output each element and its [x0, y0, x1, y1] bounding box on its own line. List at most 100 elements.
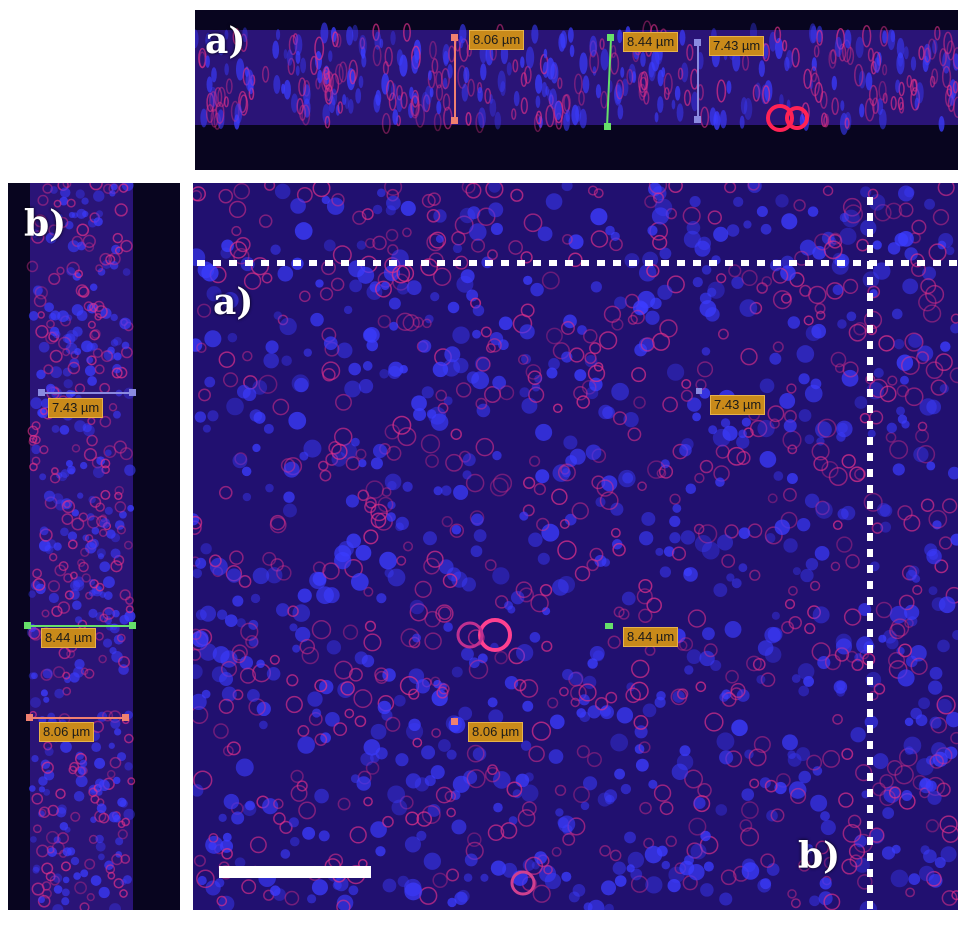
- cell-texture: [206, 76, 213, 93]
- cell-texture: [431, 58, 439, 74]
- cell-texture: [425, 454, 439, 468]
- cell-texture: [839, 227, 857, 245]
- cell-texture: [813, 456, 829, 472]
- cell-texture: [211, 67, 217, 83]
- cell-texture: [444, 790, 456, 803]
- cell-texture: [218, 813, 227, 823]
- cell-texture: [612, 411, 627, 426]
- cell-texture: [708, 425, 718, 435]
- cell-texture: [841, 748, 854, 760]
- cell-texture: [685, 483, 697, 495]
- cell-texture: [66, 261, 80, 276]
- cell-texture: [686, 649, 702, 664]
- cell-texture: [466, 769, 486, 789]
- cell-texture: [544, 872, 562, 890]
- cell-texture: [408, 102, 414, 119]
- cell-texture: [816, 437, 825, 446]
- cell-texture: [788, 585, 798, 596]
- cell-texture: [504, 676, 519, 690]
- cell-texture: [562, 669, 574, 681]
- cell-texture: [436, 100, 442, 115]
- cell-texture: [679, 745, 691, 757]
- cell-texture: [527, 370, 543, 386]
- cell-texture: [929, 666, 943, 680]
- cell-texture: [616, 707, 634, 724]
- cell-texture: [239, 33, 248, 53]
- cell-texture: [705, 307, 720, 322]
- cell-texture: [322, 103, 330, 124]
- cell-texture: [838, 792, 854, 808]
- cell-texture: [234, 857, 246, 868]
- cell-texture: [283, 491, 295, 503]
- cell-texture: [804, 434, 815, 445]
- cell-texture: [317, 69, 323, 84]
- cell-texture: [724, 524, 739, 539]
- cell-texture: [893, 338, 905, 350]
- cell-texture: [270, 514, 286, 531]
- cell-texture: [370, 457, 383, 470]
- cell-texture: [200, 108, 208, 128]
- cell-texture: [917, 421, 928, 432]
- cell-texture: [752, 84, 761, 102]
- cell-texture: [814, 546, 830, 561]
- cell-texture: [595, 84, 602, 99]
- cell-texture: [112, 609, 120, 618]
- cell-texture: [252, 567, 270, 585]
- cell-texture: [358, 75, 364, 89]
- cell-texture: [579, 711, 591, 723]
- cell-texture: [883, 786, 901, 803]
- cell-texture: [908, 333, 923, 348]
- cell-texture: [77, 492, 84, 499]
- cell-texture: [335, 33, 342, 48]
- cell-texture: [113, 352, 122, 361]
- cell-texture: [633, 396, 646, 409]
- cell-texture: [424, 314, 434, 324]
- cell-texture: [506, 781, 523, 798]
- cell-texture: [922, 55, 929, 72]
- cell-texture: [45, 331, 58, 345]
- cell-texture: [605, 691, 618, 704]
- cell-texture: [492, 473, 513, 493]
- cell-texture: [333, 876, 349, 892]
- cell-texture: [224, 614, 238, 627]
- cell-texture: [521, 397, 538, 414]
- cell-texture: [104, 449, 112, 457]
- cell-texture: [323, 336, 338, 351]
- cell-texture: [882, 629, 897, 644]
- cell-texture: [671, 99, 676, 110]
- cell-texture: [475, 437, 495, 457]
- cell-texture: [904, 618, 914, 629]
- cell-texture: [266, 666, 281, 681]
- cell-texture: [465, 111, 472, 126]
- cell-texture: [604, 789, 618, 803]
- cell-texture: [250, 257, 270, 276]
- cell-texture: [95, 841, 106, 852]
- cell-texture: [576, 745, 590, 759]
- cell-texture: [847, 814, 862, 829]
- cell-texture: [77, 766, 87, 775]
- cell-texture: [78, 561, 89, 573]
- cell-texture: [740, 348, 758, 366]
- cell-texture: [903, 736, 922, 755]
- cell-texture: [349, 69, 357, 85]
- cell-texture: [467, 78, 475, 97]
- cell-texture: [372, 204, 383, 215]
- cell-texture: [273, 311, 283, 320]
- cell-texture: [100, 489, 111, 500]
- cell-texture: [936, 782, 951, 797]
- cell-texture: [403, 541, 414, 552]
- cell-texture: [58, 561, 69, 572]
- cell-texture: [584, 351, 597, 365]
- cell-texture: [534, 851, 548, 865]
- cell-texture: [928, 509, 948, 529]
- top-orthogonal-panel: a) 8.06 µm 8.44 µm 7.43 µm: [195, 10, 958, 170]
- cell-texture: [234, 103, 243, 124]
- cell-texture: [480, 63, 487, 81]
- cell-texture: [829, 232, 842, 245]
- cell-texture: [618, 608, 630, 620]
- cell-texture: [209, 557, 228, 576]
- cell-texture: [941, 890, 958, 906]
- cell-texture: [545, 86, 549, 96]
- cell-texture: [724, 183, 737, 194]
- cell-texture: [568, 234, 584, 250]
